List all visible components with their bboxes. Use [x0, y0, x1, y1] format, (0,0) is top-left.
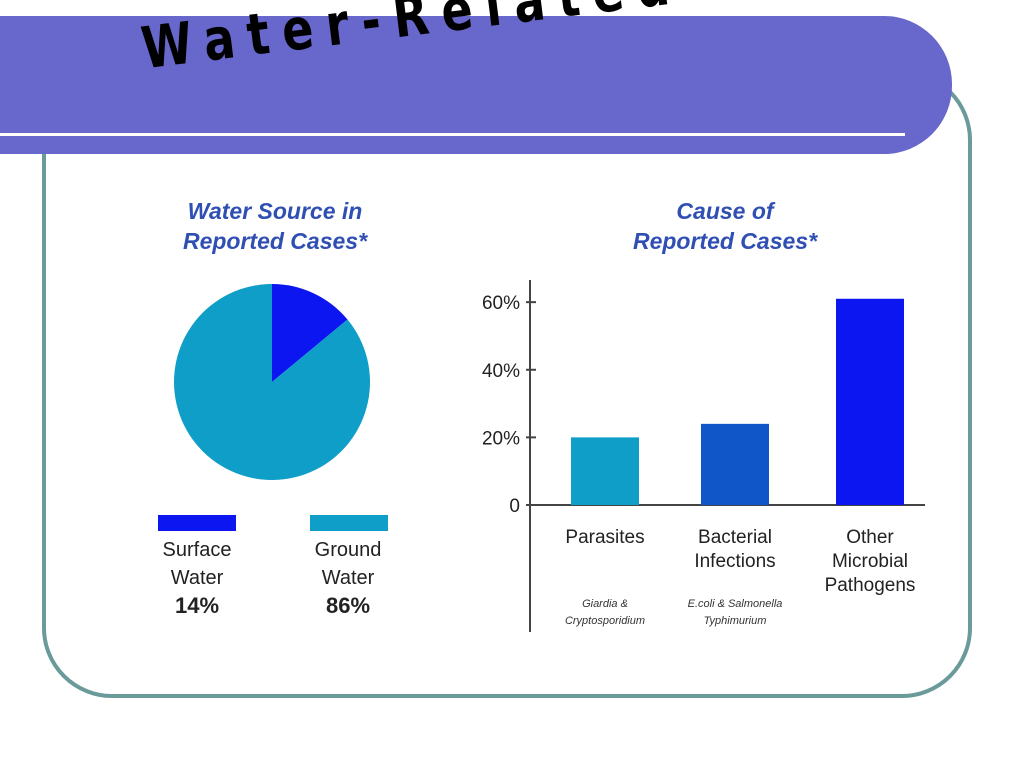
pie-chart-title-line: Water Source in [187, 198, 363, 224]
legend-label-line: Surface [162, 539, 232, 561]
y-tick-label: 0 [509, 496, 520, 517]
title-banner [0, 16, 952, 154]
x-category-label: Microbial [832, 551, 908, 572]
bar-chart: 0 20% 40% 60% Parasites Giardia & Cryptosporid… [482, 280, 925, 632]
x-category-sublabel: Typhimurium [704, 615, 767, 627]
bar-parasites [571, 437, 639, 505]
legend-label-line: Water [321, 567, 375, 589]
legend-label-line: Ground [314, 539, 382, 561]
x-category-sublabel: Giardia & [582, 598, 628, 610]
x-category-label: Infections [694, 551, 775, 572]
y-tick-label: 60% [482, 293, 520, 314]
banner-divider [0, 133, 905, 136]
x-category-label: Parasites [565, 527, 644, 548]
x-category-sublabel: Cryptosporidium [565, 615, 645, 627]
pie-chart [174, 284, 370, 480]
x-category-label: Bacterial [698, 527, 772, 548]
pie-slice-ground-water [174, 284, 370, 480]
legend-label-ground-water: Ground Water 86% [298, 536, 398, 620]
legend-label-surface-water: Surface Water 14% [147, 536, 247, 620]
legend-swatch-ground-water [310, 515, 388, 531]
bar-chart-title-line: Cause of [676, 198, 774, 224]
bar-chart-title: Cause of Reported Cases* [590, 196, 860, 256]
pie-chart-title: Water Source in Reported Cases* [145, 196, 405, 256]
pie-slice-surface-water [272, 284, 348, 382]
legend-label-line: Water [170, 567, 224, 589]
x-category-sublabel: E.coli & Salmonella [688, 598, 783, 610]
legend-percent: 14% [174, 593, 220, 618]
bar-chart-title-line: Reported Cases* [632, 228, 818, 254]
bar-bacterial-infections [701, 423, 769, 505]
y-tick-label: 40% [482, 361, 520, 382]
x-category-label: Other [846, 527, 894, 548]
bar-other-microbial-pathogens [836, 298, 904, 505]
legend-swatch-surface-water [158, 515, 236, 531]
legend-percent: 86% [325, 593, 371, 618]
y-tick-label: 20% [482, 428, 520, 449]
x-category-label: Pathogens [825, 575, 916, 596]
pie-chart-title-line: Reported Cases* [182, 228, 368, 254]
